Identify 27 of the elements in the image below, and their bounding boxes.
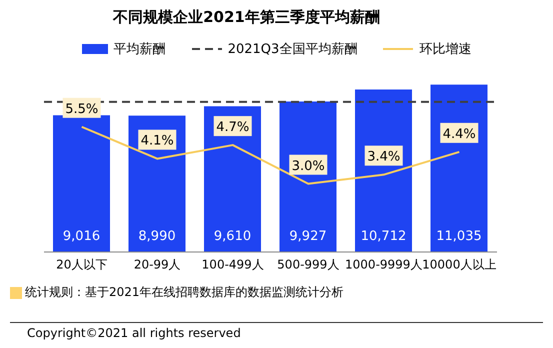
bar (204, 106, 261, 252)
x-tick-label: 1000-9999人 (345, 258, 422, 272)
data-label: 3.0% (292, 158, 325, 174)
text: Copyright©2021 all rights reserved (27, 326, 241, 340)
bar (430, 84, 488, 252)
x-tick-label: 20-99人 (134, 258, 181, 272)
data-label: 4.4% (442, 126, 476, 142)
data-label: 8,990 (138, 229, 176, 244)
data-label: 5.5% (65, 102, 98, 117)
data-label: 3.4% (367, 150, 400, 165)
data-label: 4.7% (216, 120, 250, 136)
data-label: 9,927 (289, 229, 327, 244)
legend-label: 平均薪酬 (114, 41, 166, 58)
legend-label: 环比增速 (419, 41, 472, 58)
data-label: 9,610 (214, 229, 252, 244)
data-label: 11,035 (436, 229, 482, 244)
legend-label: 2021Q3全国平均薪酬 (228, 41, 358, 58)
chart-title: 不同规模企业2021年第三季度平均薪酬 (113, 8, 380, 26)
x-tick-label: 10000人以上 (422, 258, 496, 272)
bar (355, 90, 412, 252)
data-label: 10,712 (360, 229, 406, 244)
text: 统计规则：基于2021年在线招聘数据库的数据监测统计分析 (25, 284, 344, 301)
data-label: 4.1% (140, 134, 174, 149)
data-label: 9,016 (62, 229, 100, 244)
x-tick-label: 20人以下 (56, 258, 108, 272)
x-tick-label: 500-999人 (277, 258, 340, 272)
x-tick-label: 100-499人 (202, 258, 264, 272)
